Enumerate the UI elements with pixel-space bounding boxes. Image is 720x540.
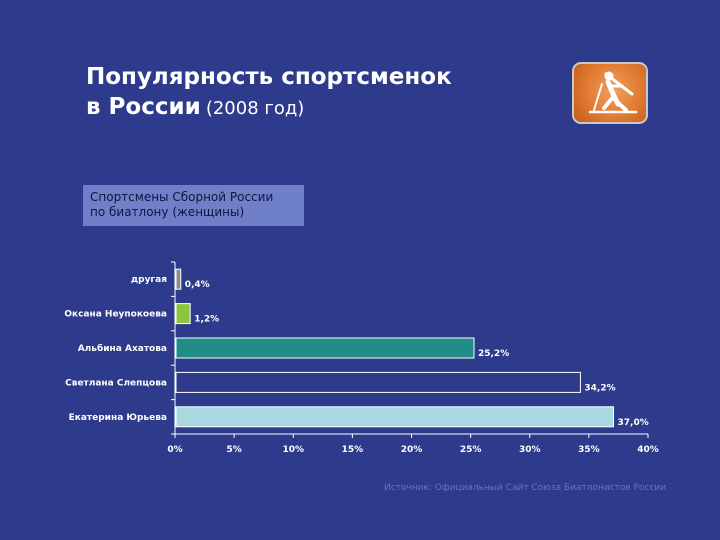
title-line-2: в России — [86, 94, 201, 120]
biathlon-skier-icon — [588, 71, 638, 114]
source-note: Источник: Официальный Сайт Союза Биатлон… — [384, 483, 667, 493]
category-label: Светлана Слепцова — [65, 378, 167, 388]
title-year: (2008 год) — [205, 98, 305, 119]
category-label: другая — [131, 275, 167, 285]
subtitle-line-1: Спортсмены Сборной России — [90, 190, 274, 204]
x-tick-label: 20% — [401, 445, 423, 455]
x-tick-label: 35% — [578, 445, 600, 455]
x-tick-label: 10% — [282, 445, 304, 455]
x-tick-label: 15% — [342, 445, 364, 455]
x-tick-label: 30% — [519, 445, 541, 455]
bar — [175, 268, 182, 290]
category-label: Оксана Неупокоева — [64, 310, 167, 320]
data-label: 34,2% — [584, 383, 615, 393]
chart-subtitle-box: Спортсмены Сборной России по биатлону (ж… — [83, 185, 304, 226]
data-label: 25,2% — [478, 349, 509, 359]
bar — [175, 406, 615, 428]
subtitle-line-2: по биатлону (женщины) — [90, 205, 245, 219]
data-label: 37,0% — [618, 418, 649, 428]
bar — [175, 337, 475, 359]
category-label: Альбина Ахатова — [78, 343, 167, 354]
biathlon-logo — [572, 62, 648, 124]
x-tick-label: 40% — [637, 445, 659, 455]
bar — [175, 303, 191, 325]
x-tick-label: 25% — [460, 445, 482, 455]
page-title: Популярность спортсменок в России (2008 … — [86, 62, 556, 124]
x-tick-label: 0% — [167, 445, 182, 455]
title-line-1: Популярность спортсменок — [86, 64, 452, 90]
x-tick-label: 5% — [226, 445, 241, 455]
category-label: Екатерина Юрьева — [69, 413, 167, 423]
bar — [175, 371, 581, 393]
data-label: 0,4% — [185, 280, 210, 290]
data-label: 1,2% — [194, 315, 219, 325]
